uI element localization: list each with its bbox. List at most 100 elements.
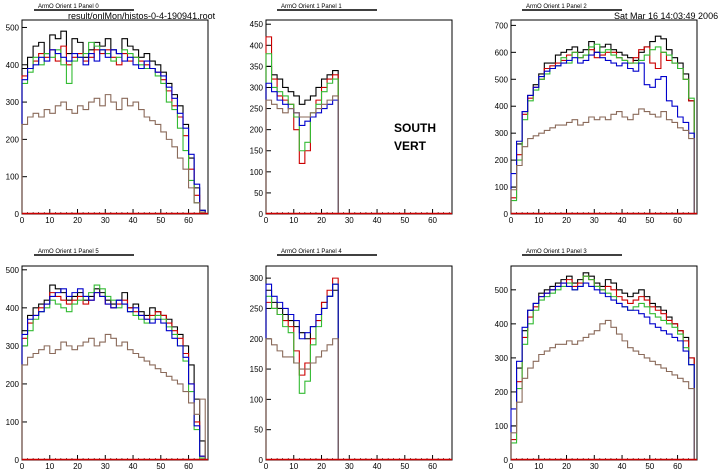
y-tick-label: 0 <box>259 456 264 465</box>
y-tick-label: 500 <box>6 23 20 32</box>
histogram-series-red <box>21 45 206 214</box>
x-tick-label: 50 <box>400 216 409 225</box>
x-tick-label: 60 <box>673 462 682 469</box>
x-tick-label: 30 <box>345 216 354 225</box>
x-tick-label: 20 <box>317 216 326 225</box>
histogram-series-brown <box>21 94 206 214</box>
y-tick-label: 350 <box>250 62 264 71</box>
y-tick-label: 300 <box>250 83 264 92</box>
y-tick-label: 100 <box>6 418 20 427</box>
histogram-series-black <box>265 65 339 214</box>
y-tick-label: 500 <box>495 286 509 295</box>
histogram-series-brown <box>510 108 695 214</box>
x-tick-label: 10 <box>289 462 298 469</box>
y-tick-label: 300 <box>6 342 20 351</box>
x-tick-label: 10 <box>45 462 54 469</box>
y-tick-label: 200 <box>6 135 20 144</box>
histogram-series-blue <box>510 282 695 460</box>
y-tick-label: 100 <box>250 168 264 177</box>
panel-title: ArmO Orient 1 Panel 1 <box>281 4 342 10</box>
y-tick-label: 0 <box>259 210 264 219</box>
y-tick-label: 150 <box>250 147 264 156</box>
y-tick-label: 200 <box>495 388 509 397</box>
panel-title: ArmO Orient 1 Panel 5 <box>38 249 99 255</box>
histogram-series-brown <box>265 95 339 214</box>
histogram-series-brown <box>21 333 206 460</box>
y-tick-label: 150 <box>250 365 264 374</box>
x-tick-label: 10 <box>289 216 298 225</box>
x-tick-label: 60 <box>428 216 437 225</box>
histogram-series-green <box>21 41 206 214</box>
y-tick-label: 600 <box>495 48 509 57</box>
histogram-series-blue <box>21 288 206 460</box>
histogram-series-blue <box>265 82 339 214</box>
x-tick-label: 10 <box>534 462 543 469</box>
y-tick-label: 50 <box>254 189 263 198</box>
y-tick-label: 100 <box>495 422 509 431</box>
x-tick-label: 0 <box>509 216 514 225</box>
histogram-series-red <box>510 46 695 214</box>
y-tick-label: 300 <box>495 354 509 363</box>
date-time: Sat Mar 16 14:03:49 2006 <box>614 11 719 21</box>
x-tick-label: 40 <box>373 462 382 469</box>
y-tick-label: 300 <box>495 129 509 138</box>
y-tick-label: 0 <box>15 456 20 465</box>
x-tick-label: 10 <box>45 216 54 225</box>
y-tick-label: 450 <box>250 20 264 29</box>
histogram-series-green <box>21 284 206 460</box>
y-tick-label: 200 <box>250 126 264 135</box>
panel-title: ArmO Orient 1 Panel 3 <box>526 249 587 255</box>
x-tick-label: 60 <box>184 216 193 225</box>
x-tick-label: 20 <box>73 216 82 225</box>
y-tick-label: 250 <box>250 105 264 114</box>
histogram-series-brown <box>265 338 339 460</box>
histogram-series-red <box>21 292 206 460</box>
y-tick-label: 400 <box>495 102 509 111</box>
x-tick-label: 30 <box>590 216 599 225</box>
y-tick-label: 400 <box>6 61 20 70</box>
y-tick-label: 400 <box>6 304 20 313</box>
annotation-south: SOUTH <box>394 121 436 135</box>
x-tick-label: 40 <box>618 216 627 225</box>
histogram-series-green <box>510 275 695 460</box>
panel-title: ArmO Orient 1 Panel 0 <box>38 4 99 10</box>
x-tick-label: 40 <box>129 216 138 225</box>
histogram-series-black <box>510 35 695 214</box>
file-name: result/onlMon/histos-0-4-190941.root <box>68 11 216 21</box>
y-tick-label: 200 <box>495 156 509 165</box>
annotation-vert: VERT <box>394 139 427 153</box>
y-tick-label: 400 <box>495 320 509 329</box>
y-tick-label: 200 <box>250 335 264 344</box>
y-tick-label: 300 <box>250 274 264 283</box>
y-tick-label: 0 <box>504 210 509 219</box>
x-tick-label: 40 <box>618 462 627 469</box>
histogram-series-green <box>265 53 339 214</box>
x-tick-label: 20 <box>562 462 571 469</box>
y-tick-label: 700 <box>495 21 509 30</box>
x-tick-label: 30 <box>345 462 354 469</box>
x-tick-label: 50 <box>400 462 409 469</box>
histogram-series-brown <box>510 319 695 460</box>
x-tick-label: 60 <box>184 462 193 469</box>
x-tick-label: 10 <box>534 216 543 225</box>
y-tick-label: 100 <box>6 173 20 182</box>
histogram-series-blue <box>510 51 695 214</box>
x-tick-label: 0 <box>20 216 25 225</box>
x-tick-label: 0 <box>264 462 269 469</box>
panel-title: ArmO Orient 1 Panel 4 <box>281 249 342 255</box>
y-tick-label: 400 <box>250 41 264 50</box>
x-tick-label: 20 <box>317 462 326 469</box>
x-tick-label: 60 <box>428 462 437 469</box>
histogram-series-black <box>21 284 206 460</box>
x-tick-label: 40 <box>129 462 138 469</box>
y-tick-label: 250 <box>250 304 264 313</box>
x-tick-label: 30 <box>101 462 110 469</box>
x-tick-label: 50 <box>156 462 165 469</box>
x-tick-label: 40 <box>373 216 382 225</box>
x-tick-label: 20 <box>562 216 571 225</box>
y-tick-label: 0 <box>15 210 20 219</box>
histogram-series-black <box>510 272 695 460</box>
x-tick-label: 50 <box>156 216 165 225</box>
x-tick-label: 50 <box>645 216 654 225</box>
